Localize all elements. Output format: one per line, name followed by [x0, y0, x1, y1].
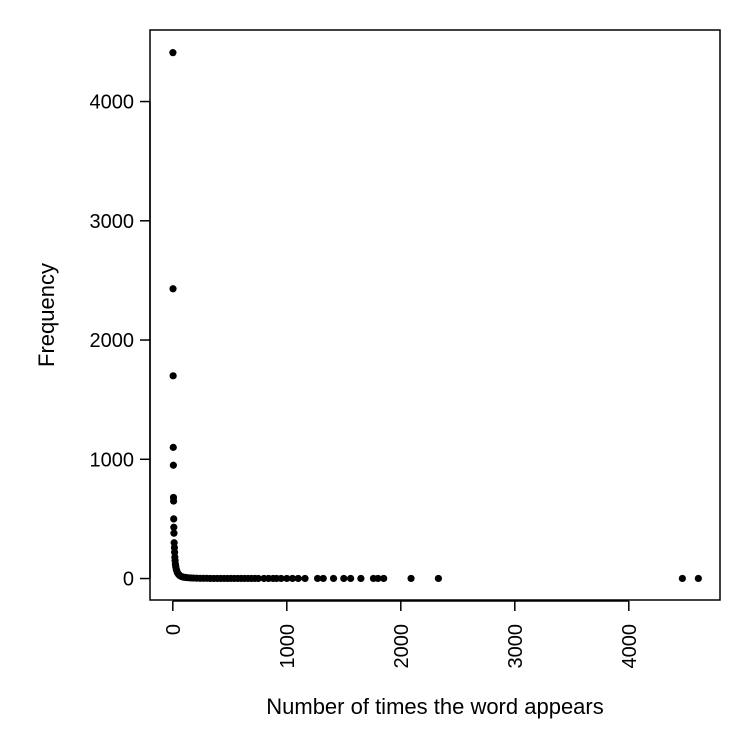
data-point: [170, 497, 178, 505]
data-point: [313, 574, 322, 583]
data-point: [340, 574, 348, 583]
x-axis-title: Number of times the word appears: [266, 694, 604, 719]
data-point: [288, 574, 297, 583]
y-tick-label: 2000: [90, 330, 135, 352]
y-tick-label: 1000: [90, 449, 135, 471]
data-point: [170, 529, 178, 537]
data-point: [434, 574, 443, 583]
y-axis-title: Frequency: [34, 263, 59, 367]
y-axis: 0 1000 2000 3000 4000: [90, 92, 151, 591]
x-tick-label: 2000: [391, 624, 413, 669]
data-point: [170, 515, 178, 523]
data-point: [283, 574, 291, 583]
data-point: [169, 443, 177, 451]
data-point: [329, 574, 338, 583]
data-point: [170, 523, 178, 531]
y-tick-label: 4000: [90, 92, 135, 114]
y-tick-label: 3000: [90, 211, 135, 233]
data-point: [169, 285, 177, 293]
data-point: [380, 574, 388, 583]
x-tick-label: 4000: [619, 624, 641, 669]
x-tick-label: 3000: [505, 624, 527, 669]
data-point: [277, 574, 285, 583]
data-point: [678, 574, 686, 583]
data-point: [169, 49, 177, 57]
data-point: [407, 574, 415, 583]
data-point: [169, 372, 177, 380]
data-points: [169, 49, 702, 583]
plot-frame: [149, 29, 721, 601]
data-point: [357, 574, 365, 583]
x-tick-label: 0: [163, 624, 185, 635]
data-point: [301, 574, 309, 583]
data-point: [294, 574, 302, 583]
data-point: [169, 461, 177, 469]
data-point: [374, 574, 382, 583]
data-point: [319, 574, 327, 583]
y-tick-label: 0: [123, 569, 134, 591]
data-point: [254, 574, 262, 583]
x-axis: 0 1000 2000 3000 4000: [163, 600, 641, 669]
data-point: [347, 574, 355, 583]
data-point: [694, 574, 702, 583]
x-tick-label: 1000: [277, 624, 299, 669]
